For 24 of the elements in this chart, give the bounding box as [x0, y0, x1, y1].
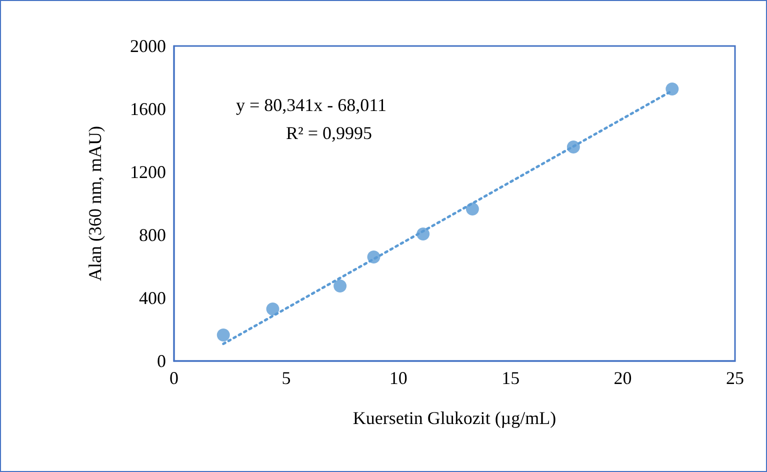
point — [466, 202, 479, 216]
y-tick-label: 0 — [157, 351, 166, 371]
x-tick-label: 25 — [726, 368, 744, 388]
x-tick-label: 5 — [282, 368, 291, 388]
x-tick-label: 10 — [389, 368, 408, 388]
annotation: R² = 0,9995 — [286, 123, 372, 143]
y-tick-label: 400 — [139, 288, 166, 308]
point — [367, 250, 380, 264]
y-tick-label: 800 — [139, 225, 166, 245]
point — [266, 302, 280, 316]
point — [666, 82, 679, 96]
y-tick-label: 1600 — [130, 99, 166, 119]
point — [334, 280, 347, 293]
point — [416, 228, 430, 241]
y-tick-label: 1200 — [130, 162, 166, 182]
y-tick-label: 2000 — [130, 36, 166, 56]
point — [216, 328, 230, 342]
point — [566, 140, 580, 154]
x-tick-label: 20 — [614, 368, 632, 388]
y-axis-title: Alan (360 nm, mAU) — [85, 126, 105, 281]
x-tick-label: 0 — [170, 368, 178, 388]
annotation: y = 80,341x - 68,011 — [236, 95, 386, 115]
x-tick-label: 15 — [502, 368, 520, 388]
x-axis-title: Kuersetin Glukozit (µg/mL) — [352, 408, 556, 428]
